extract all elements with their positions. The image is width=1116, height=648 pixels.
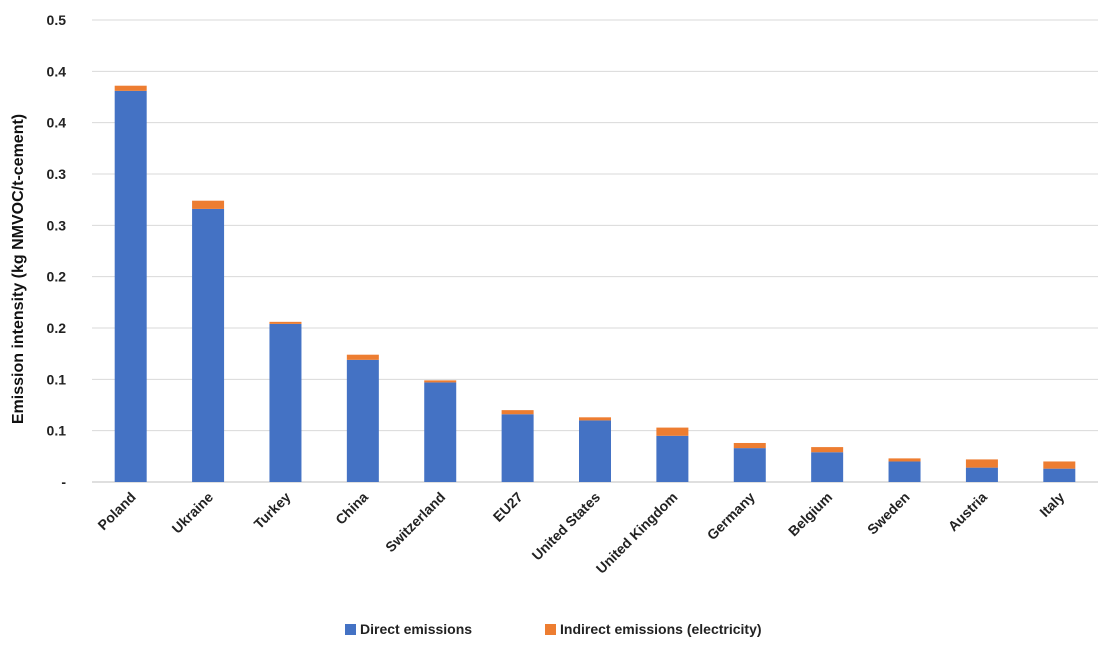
legend-swatch xyxy=(345,624,356,635)
bar-direct-emissions xyxy=(346,359,379,482)
y-tick-label: 0.4 xyxy=(47,63,67,79)
y-tick-label: 0.1 xyxy=(47,371,67,387)
bar-direct-emissions xyxy=(888,461,921,482)
legend: Direct emissions Indirect emissions (elec… xyxy=(345,621,762,637)
y-tick-label: 0.3 xyxy=(47,166,67,182)
x-category-label: China xyxy=(332,489,371,528)
bar-indirect-emissions xyxy=(424,380,457,383)
bar-indirect-emissions xyxy=(811,447,844,453)
bar-indirect-emissions xyxy=(114,85,147,91)
x-category-label: Switzerland xyxy=(382,489,448,555)
bar-direct-emissions xyxy=(114,90,147,482)
bar-indirect-emissions xyxy=(192,200,225,209)
bar-indirect-emissions xyxy=(501,410,534,415)
gridlines xyxy=(92,19,1098,483)
legend-label: Direct emissions xyxy=(360,621,472,637)
x-category-label: Poland xyxy=(94,489,138,533)
bar-direct-emissions xyxy=(192,208,225,482)
y-tick-label: 0.1 xyxy=(47,423,67,439)
bar-direct-emissions xyxy=(1043,468,1076,482)
bar-indirect-emissions xyxy=(965,459,998,468)
bar-direct-emissions xyxy=(579,420,611,482)
y-tick-label: 0.2 xyxy=(47,320,67,336)
bar-direct-emissions xyxy=(965,467,998,482)
bar-indirect-emissions xyxy=(269,321,302,324)
y-tick-label: 0.3 xyxy=(47,217,67,233)
x-category-label: United States xyxy=(529,489,604,564)
bar-indirect-emissions xyxy=(579,417,611,421)
bar-direct-emissions xyxy=(424,382,457,482)
x-category-label: Belgium xyxy=(785,489,835,539)
x-category-label: Italy xyxy=(1036,489,1067,520)
bars xyxy=(114,85,1076,482)
bar-direct-emissions xyxy=(811,452,844,482)
bar-direct-emissions xyxy=(269,323,302,482)
legend-label: Indirect emissions (electricity) xyxy=(560,621,762,637)
bar-direct-emissions xyxy=(656,435,689,482)
bar-indirect-emissions xyxy=(1043,461,1076,469)
x-category-label: United Kingdom xyxy=(593,489,681,577)
y-tick-label: 0.2 xyxy=(47,269,67,285)
legend-swatch xyxy=(545,624,556,635)
x-category-label: Sweden xyxy=(864,489,913,538)
x-category-label: Austria xyxy=(945,489,991,535)
y-axis-title: Emission intensity (kg NMVOC/t-cement) xyxy=(10,114,27,424)
bar-indirect-emissions xyxy=(346,354,379,360)
y-axis-tick-labels: - 0.1 0.1 0.2 0.2 0.3 0.3 0.4 0.4 0.5 xyxy=(47,12,67,490)
bar-indirect-emissions xyxy=(888,458,921,462)
x-category-label: Turkey xyxy=(251,489,294,532)
x-category-label: Germany xyxy=(704,489,758,543)
bar-indirect-emissions xyxy=(656,427,689,436)
bar-direct-emissions xyxy=(733,448,766,482)
x-category-label: Ukraine xyxy=(169,489,217,537)
y-tick-label: 0.5 xyxy=(47,12,67,28)
x-axis-category-labels: Poland Ukraine Turkey China Switzerland EU27 U… xyxy=(94,489,1067,577)
bar-direct-emissions xyxy=(501,414,534,482)
y-tick-label: - xyxy=(61,474,66,490)
bar-indirect-emissions xyxy=(733,442,766,449)
y-tick-label: 0.4 xyxy=(47,115,67,131)
x-category-label: EU27 xyxy=(490,489,526,525)
